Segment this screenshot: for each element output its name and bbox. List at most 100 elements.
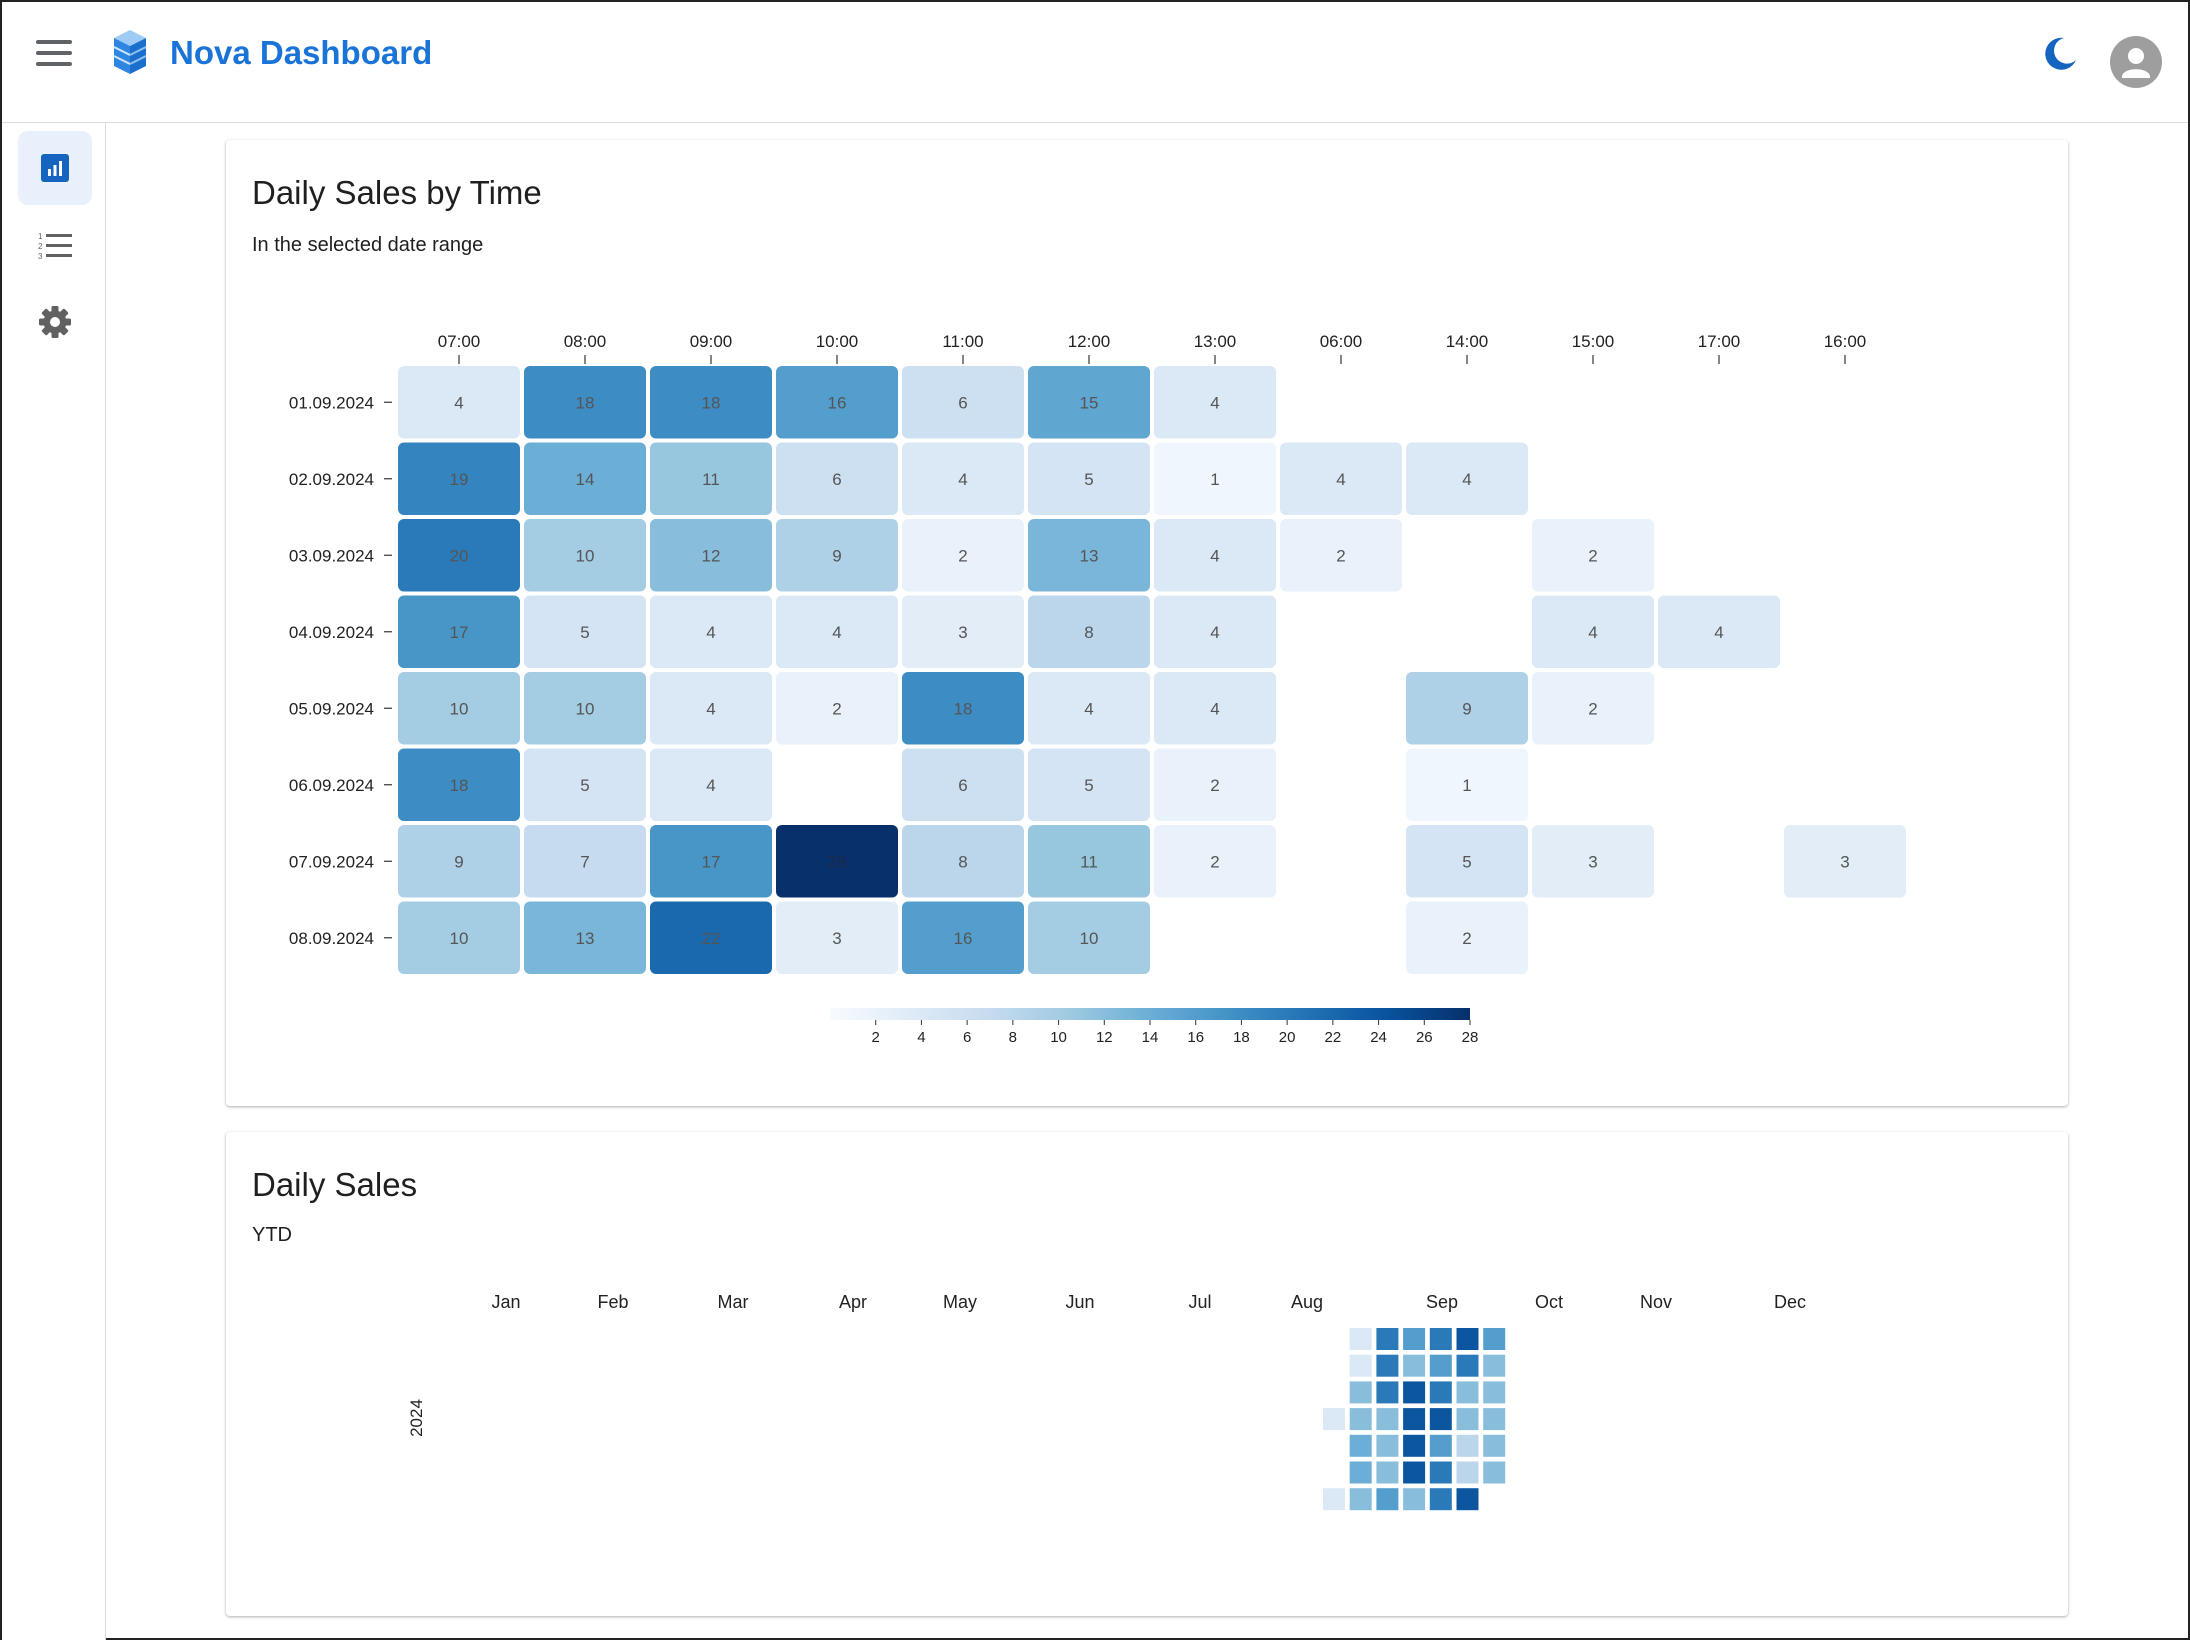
heatmap-cell: [776, 825, 898, 898]
heatmap-cell: [1406, 825, 1528, 898]
heatmap-cell: [1154, 672, 1276, 745]
cell-value-label: 15: [1080, 393, 1099, 412]
calendar-day-cell: [1456, 1328, 1479, 1350]
calendar-day-cell: [1403, 1354, 1426, 1377]
calendar-day-cell: [1429, 1434, 1452, 1457]
daily-sales-card: Daily Sales YTD Jan Feb Mar Apr May Jun Jul Aug…: [226, 1132, 2068, 1616]
calendar-day-cell: [1429, 1328, 1452, 1350]
calendar-day-cell: [1349, 1408, 1372, 1431]
heatmap-cell: [776, 366, 898, 439]
cell-value-label: 12: [702, 546, 721, 565]
heatmap-cell: [650, 672, 772, 745]
colorbar-tick-label: 22: [1325, 1029, 1342, 1046]
cell-value-label: 10: [576, 546, 595, 565]
cell-value-label: 4: [1210, 623, 1219, 642]
cell-value-label: 10: [576, 699, 595, 718]
heatmap-cell: [398, 366, 520, 439]
cell-value-label: 8: [958, 852, 967, 871]
colorbar-tick-label: 8: [1009, 1029, 1017, 1046]
heatmap-cell: [902, 595, 1024, 668]
cell-value-label: 4: [706, 623, 715, 642]
heatmap-cell: [1028, 901, 1150, 974]
cell-value-label: 2: [958, 546, 967, 565]
cell-value-label: 2: [832, 699, 841, 718]
calendar-day-cell: [1376, 1488, 1399, 1511]
calendar-day-cell: [1376, 1408, 1399, 1431]
y-tick-label: 03.09.2024: [289, 546, 374, 565]
cell-value-label: 14: [576, 470, 595, 489]
heatmap-cell: [398, 442, 520, 515]
heatmap-cell: [1154, 366, 1276, 439]
colorbar-tick-label: 20: [1279, 1029, 1296, 1046]
colorbar-tick-label: 6: [963, 1029, 971, 1046]
heatmap-cell: [524, 442, 646, 515]
sidebar-item-analytics[interactable]: [18, 131, 92, 205]
cell-value-label: 8: [1084, 623, 1093, 642]
heatmap-cell: [650, 595, 772, 668]
calendar-day-cell: [1349, 1434, 1372, 1457]
calendar-day-cell: [1376, 1461, 1399, 1484]
x-tick-label: 09:00: [690, 332, 733, 351]
calendar-day-cell: [1376, 1381, 1399, 1404]
heatmap-cell: [1028, 442, 1150, 515]
svg-text:1: 1: [38, 232, 43, 241]
calendar-day-cell: [1376, 1434, 1399, 1457]
sidebar-item-settings[interactable]: [18, 285, 92, 359]
cell-value-label: 18: [954, 699, 973, 718]
sidebar: 1 2 3: [2, 123, 106, 1640]
cell-value-label: 4: [1588, 623, 1597, 642]
heatmap-cell: [1154, 519, 1276, 592]
calendar-day-cell: [1429, 1354, 1452, 1377]
cell-value-label: 4: [1210, 546, 1219, 565]
heatmap-cell: [902, 901, 1024, 974]
cell-value-label: 20: [450, 546, 469, 565]
heatmap-cell: [524, 519, 646, 592]
app-title[interactable]: Nova Dashboard: [170, 34, 433, 71]
cell-value-label: 4: [1714, 623, 1723, 642]
cell-value-label: 5: [580, 776, 589, 795]
heatmap-cell: [1028, 825, 1150, 898]
month-label: Jul: [1188, 1292, 1211, 1312]
calendar-day-cell: [1403, 1461, 1426, 1484]
cell-value-label: 1: [1462, 776, 1471, 795]
cell-value-label: 5: [1084, 470, 1093, 489]
colorbar-tick-label: 26: [1416, 1029, 1433, 1046]
heatmap-cell: [776, 519, 898, 592]
x-tick-label: 15:00: [1572, 332, 1615, 351]
colorbar-tick-label: 14: [1142, 1029, 1159, 1046]
cell-value-label: 6: [832, 470, 841, 489]
cell-value-label: 2: [1336, 546, 1345, 565]
colorbar-tick-label: 28: [1462, 1029, 1479, 1046]
heatmap-cell: [1406, 672, 1528, 745]
cell-value-label: 11: [702, 470, 720, 489]
sidebar-item-list[interactable]: 1 2 3: [18, 209, 92, 283]
cell-value-label: 9: [1462, 699, 1471, 718]
heatmap-cell: [776, 672, 898, 745]
heatmap-cell: [1658, 595, 1780, 668]
colorbar-tick-label: 12: [1096, 1029, 1113, 1046]
x-tick-label: 16:00: [1824, 332, 1867, 351]
cell-value-label: 13: [1080, 546, 1099, 565]
numbered-list-icon: 1 2 3: [38, 232, 72, 261]
account-icon[interactable]: [2110, 36, 2162, 88]
heatmap-cell: [524, 825, 646, 898]
heatmap-cell: [1532, 519, 1654, 592]
menu-icon[interactable]: [36, 40, 72, 70]
x-tick-label: 14:00: [1446, 332, 1489, 351]
calendar-day-cell: [1456, 1461, 1479, 1484]
heatmap-cell: [398, 748, 520, 821]
cell-value-label: 4: [1210, 393, 1219, 412]
cell-value-label: 18: [576, 393, 595, 412]
heatmap-cell: [1532, 672, 1654, 745]
x-tick-label: 17:00: [1698, 332, 1741, 351]
cell-value-label: 4: [1084, 699, 1093, 718]
heatmap-cell: [398, 901, 520, 974]
calendar-day-cell: [1349, 1461, 1372, 1484]
cell-value-label: 11: [1080, 852, 1098, 871]
heatmap-cell: [902, 442, 1024, 515]
cell-value-label: 6: [958, 393, 967, 412]
y-tick-label: 04.09.2024: [289, 623, 374, 642]
cell-value-label: 19: [450, 470, 469, 489]
calendar-day-cell: [1456, 1381, 1479, 1404]
moon-icon[interactable]: [2040, 34, 2080, 74]
